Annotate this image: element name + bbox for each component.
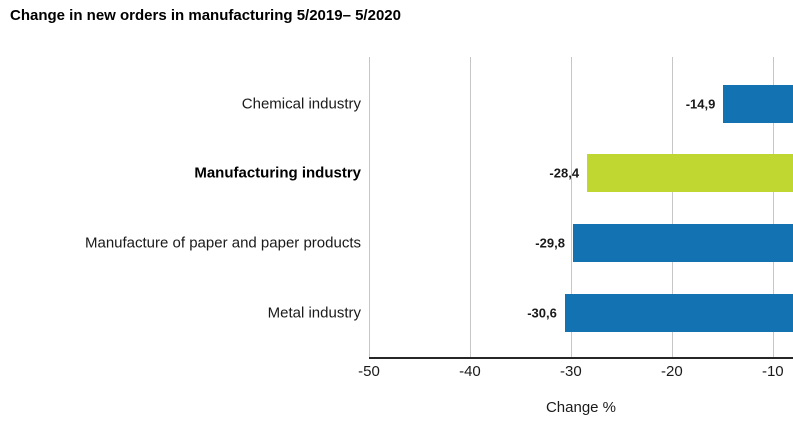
x-tick-label: -30 [560,363,582,380]
x-axis-label: Change % [545,399,617,416]
gridline [369,57,370,358]
x-tick-label: -40 [459,363,481,380]
bar-manufacturing-industry [587,154,793,193]
value-label: -29,8 [535,235,565,251]
category-label: Chemical industry [241,95,361,112]
bar-manufacture-of-paper-and-paper-products [572,223,793,262]
bar-metal-industry [564,293,793,332]
chart-title: Change in new orders in manufacturing 5/… [10,7,401,24]
value-label: -30,6 [527,305,557,321]
gridline [671,57,673,358]
category-label: Metal industry [267,304,361,322]
category-label: Manufacture of paper and paper products [84,234,361,252]
gridline [469,57,471,358]
x-tick-label: -50 [358,363,380,380]
value-label: -14,9 [685,96,716,111]
x-tick-label: -10 [761,363,784,380]
value-label: -28,4 [549,165,580,181]
gridline [570,57,572,358]
plot-area [369,57,793,358]
category-label: Manufacturing industry [194,164,361,182]
x-axis-line [369,357,793,359]
gridline [772,57,774,358]
bar-chemical-industry [723,84,793,123]
x-tick-label: -20 [661,363,683,380]
